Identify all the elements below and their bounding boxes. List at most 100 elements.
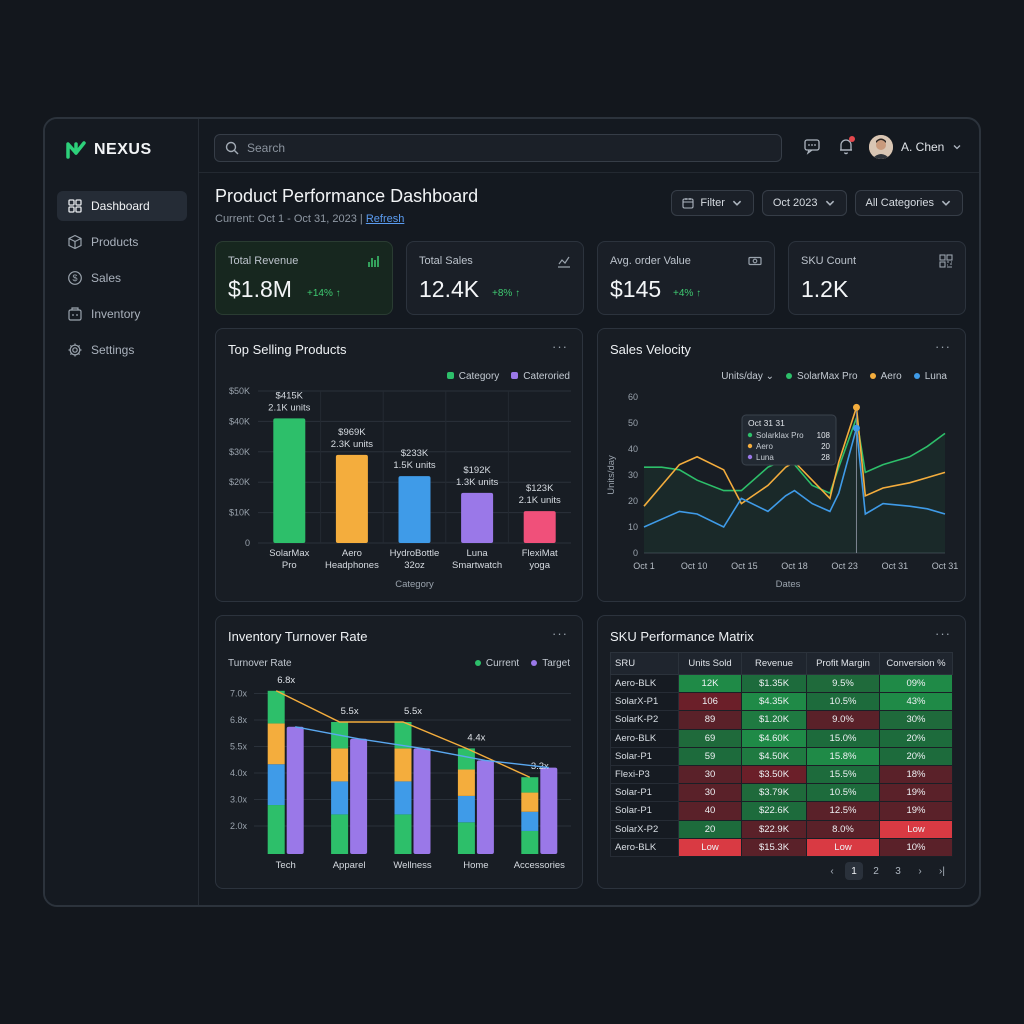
kpi-card-sku[interactable]: SKU Count 1.2K (788, 241, 966, 315)
bar[interactable] (523, 511, 556, 543)
stack-segment[interactable] (521, 811, 539, 831)
stack-segment[interactable] (457, 795, 475, 823)
target-bar[interactable] (540, 767, 558, 854)
hover-point[interactable] (852, 403, 860, 411)
table-row[interactable]: Flexi-P3 30 $3.50K 15.5% 18% (610, 764, 953, 785)
kpi-label: Total Sales (419, 255, 473, 267)
chat-icon[interactable] (803, 137, 821, 155)
kpi-card-sales[interactable]: Total Sales 12.4K +8% ↑ (406, 241, 584, 315)
stack-segment[interactable] (331, 781, 349, 815)
x-tick-label: Headphones (325, 560, 379, 571)
logo[interactable]: NEXUS (65, 139, 152, 161)
x-tick-label: Oct 31 (932, 561, 959, 571)
y-tick-label: $50K (229, 386, 250, 396)
stack-segment[interactable] (521, 830, 539, 854)
hover-point[interactable] (852, 424, 860, 432)
metric-cell: 15.8% (806, 746, 880, 766)
page-button[interactable]: 1 (845, 862, 863, 880)
page-button[interactable]: 3 (895, 865, 901, 877)
sidebar-item-settings[interactable]: Settings (57, 335, 187, 365)
table-row[interactable]: SolarX-P2 20 $22.9K 8.0% Low (610, 819, 953, 839)
series-line[interactable] (643, 407, 946, 507)
search-input[interactable] (247, 141, 747, 155)
page-button[interactable]: 2 (873, 865, 879, 877)
bar[interactable] (398, 476, 431, 543)
target-bar[interactable] (476, 760, 494, 854)
series-line[interactable] (643, 427, 946, 529)
bar-value-label: $192K (463, 465, 491, 476)
tooltip-dot (747, 443, 753, 449)
table-row[interactable]: Aero-BLK 12K $1.35K 9.5% 09% (610, 673, 953, 694)
stack-segment[interactable] (267, 805, 285, 854)
stack-segment[interactable] (331, 814, 349, 854)
stack-segment[interactable] (267, 690, 285, 724)
bar-chart-icon (368, 256, 379, 267)
table-row[interactable]: SolarK-P2 89 $1.20K 9.0% 30% (610, 710, 953, 730)
more-menu-icon[interactable]: ··· (552, 339, 568, 354)
stack-segment[interactable] (521, 792, 539, 812)
metric-cell: 30 (678, 783, 742, 803)
table-row[interactable]: Solar-P1 30 $3.79K 10.5% 19% (610, 783, 953, 803)
page-nav-button[interactable]: ›| (939, 865, 945, 877)
stack-segment[interactable] (521, 777, 539, 793)
kpi-label: SKU Count (801, 255, 857, 267)
column-header[interactable]: Revenue (741, 652, 807, 675)
stack-segment[interactable] (457, 822, 475, 854)
search-box[interactable] (214, 134, 782, 162)
stack-segment[interactable] (394, 722, 412, 749)
stack-segment[interactable] (457, 769, 475, 796)
kpi-card-aov[interactable]: Avg. order Value $145 +4% ↑ (597, 241, 775, 315)
tooltip-box (741, 414, 837, 466)
user-menu[interactable]: A. Chen (869, 135, 962, 159)
avatar (869, 135, 893, 159)
target-bar[interactable] (413, 748, 431, 854)
bar[interactable] (335, 454, 368, 543)
bell-icon[interactable] (837, 136, 855, 155)
kpi-card-revenue[interactable]: Total Revenue $1.8M +14% ↑ (215, 241, 393, 315)
column-header[interactable]: Conversion % (879, 652, 953, 675)
period-select[interactable]: Oct 2023 (761, 190, 847, 216)
target-bar[interactable] (286, 726, 304, 854)
column-header[interactable]: SRU (610, 652, 679, 675)
table-row[interactable]: Solar-P1 59 $4.50K 15.8% 20% (610, 746, 953, 766)
refresh-link[interactable]: Refresh (365, 213, 405, 225)
table-row[interactable]: Aero-BLK 69 $4.60K 15.0% 20% (610, 728, 953, 748)
stack-segment[interactable] (457, 748, 475, 770)
stack-segment[interactable] (394, 781, 412, 815)
bar[interactable] (461, 492, 494, 543)
x-tick-label: Apparel (333, 860, 366, 871)
stack-segment[interactable] (267, 764, 285, 806)
more-menu-icon[interactable]: ··· (935, 626, 951, 641)
column-header[interactable]: Units Sold (678, 652, 742, 675)
filter-button[interactable]: Filter (671, 190, 754, 216)
bar[interactable] (273, 418, 306, 543)
sidebar-item-label: Products (91, 235, 139, 249)
x-tick-label: Tech (276, 860, 296, 871)
sidebar-item-dashboard[interactable]: Dashboard (57, 191, 187, 221)
target-bar[interactable] (350, 738, 368, 854)
units-dropdown[interactable]: Units/day ⌄ (721, 371, 775, 382)
x-tick-label: Oct 1 (633, 561, 655, 571)
sku-cell: SolarX-P2 (610, 819, 679, 839)
table-row[interactable]: SolarX-P1 106 $4.35K 10.5% 43% (610, 692, 953, 712)
stack-segment[interactable] (394, 748, 412, 782)
more-menu-icon[interactable]: ··· (552, 626, 568, 641)
metric-cell: 15.0% (806, 728, 880, 748)
sidebar-item-inventory[interactable]: Inventory (57, 299, 187, 329)
sidebar-item-products[interactable]: Products (57, 227, 187, 257)
tooltip-label: Solarklax Pro (756, 431, 804, 440)
y-tick-label: 20 (628, 496, 638, 506)
stack-segment[interactable] (331, 748, 349, 782)
sidebar-item-sales[interactable]: $ Sales (57, 263, 187, 293)
page-nav-button[interactable]: ‹ (830, 865, 834, 877)
table-row[interactable]: Solar-P1 40 $22.6K 12.5% 19% (610, 801, 953, 821)
series-line[interactable] (644, 417, 946, 495)
more-menu-icon[interactable]: ··· (935, 339, 951, 354)
tooltip-label: Aero (756, 442, 773, 451)
stack-segment[interactable] (394, 814, 412, 854)
column-header[interactable]: Profit Margin (806, 652, 880, 675)
category-select[interactable]: All Categories (854, 190, 963, 216)
stack-segment[interactable] (267, 723, 285, 765)
page-nav-button[interactable]: › (918, 865, 922, 877)
table-row[interactable]: Aero-BLK Low $15.3K Low 10% (610, 837, 953, 857)
